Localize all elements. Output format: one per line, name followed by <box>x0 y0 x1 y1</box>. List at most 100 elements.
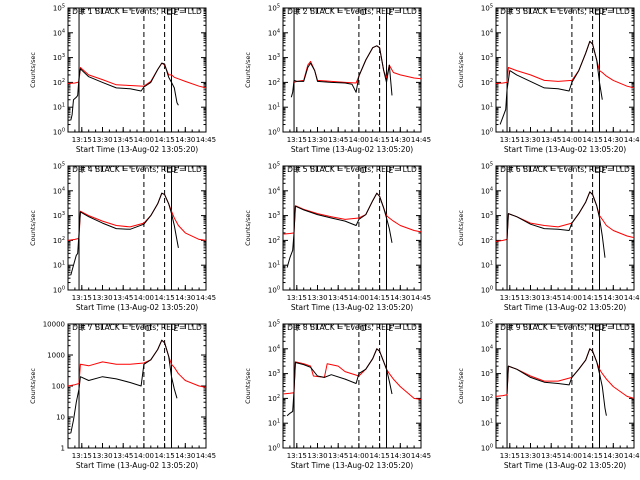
y-tick-label: 102 <box>481 78 493 87</box>
event-marker-label: F <box>81 166 85 175</box>
event-marker-label: F <box>81 324 85 333</box>
x-tick-label: 13:15 <box>72 452 92 460</box>
x-tick-label: 13:45 <box>328 294 348 302</box>
x-tick-label: 14:00 <box>134 452 154 460</box>
plot-frame <box>67 7 207 133</box>
event-marker-label: D <box>595 166 601 175</box>
panel-title: Det 5 BLACK = Events, RED = LLD <box>287 165 417 174</box>
plot-frame <box>282 165 422 291</box>
y-tick-label: 105 <box>53 4 65 13</box>
y-tick-label: 103 <box>268 53 280 62</box>
y-axis-title: Counts/sec <box>29 210 37 246</box>
y-tick-label: 104 <box>53 28 65 37</box>
y-tick-label: 104 <box>268 344 280 353</box>
event-marker-label: D <box>146 324 152 333</box>
x-tick-label: 13:45 <box>541 136 561 144</box>
event-marker-label: D <box>595 8 601 17</box>
x-tick-label: 14:45 <box>411 136 431 144</box>
series-line <box>70 339 178 434</box>
x-tick-label: 13:30 <box>307 136 327 144</box>
x-tick-label: 14:00 <box>134 136 154 144</box>
series-line <box>282 192 422 235</box>
x-tick-label: 14:15 <box>583 294 603 302</box>
y-axis-title: Counts/sec <box>244 210 252 246</box>
x-tick-label: 14:00 <box>349 294 369 302</box>
event-marker-label: E <box>389 166 394 175</box>
y-tick-label: 105 <box>481 320 493 329</box>
x-tick-label: 14:30 <box>603 294 623 302</box>
series-line <box>70 192 179 276</box>
x-tick-label: 14:15 <box>370 294 390 302</box>
series-line <box>293 45 422 84</box>
y-tick-label: 100 <box>53 128 65 137</box>
x-tick-label: 14:45 <box>624 452 640 460</box>
panel-title: Det 1 BLACK = Events, RED = LLD <box>72 7 202 16</box>
y-tick-label: 101 <box>268 419 280 428</box>
x-tick-label: 14:30 <box>175 136 195 144</box>
x-tick-label: 14:15 <box>155 452 175 460</box>
y-tick-label: 105 <box>268 320 280 329</box>
y-tick-label: 102 <box>53 236 65 245</box>
x-tick-label: 14:30 <box>390 136 410 144</box>
event-marker-label: D <box>361 324 367 333</box>
y-tick-label: 101 <box>53 103 65 112</box>
y-tick-label: 102 <box>481 236 493 245</box>
event-marker-label: E <box>389 8 394 17</box>
x-tick-label: 14:00 <box>349 452 369 460</box>
y-tick-label: 1 <box>61 445 65 453</box>
x-tick-label: 13:15 <box>287 294 307 302</box>
x-tick-label: 13:15 <box>500 294 520 302</box>
plot-frame <box>495 165 635 291</box>
x-tick-label: 14:00 <box>134 294 154 302</box>
series-line <box>290 45 393 98</box>
x-tick-label: 13:30 <box>92 136 112 144</box>
y-axis-title: Counts/sec <box>29 52 37 88</box>
series-line <box>506 348 607 416</box>
y-tick-label: 101 <box>53 261 65 270</box>
y-tick-label: 101 <box>481 103 493 112</box>
x-tick-label: 14:30 <box>603 452 623 460</box>
y-tick-label: 100 <box>481 286 493 295</box>
x-tick-label: 13:30 <box>92 294 112 302</box>
series-line <box>286 192 393 268</box>
x-tick-label: 13:45 <box>113 294 133 302</box>
x-tick-label: 14:00 <box>562 294 582 302</box>
y-tick-label: 104 <box>481 28 493 37</box>
x-axis-title: Start Time (13-Aug-02 13:05:20) <box>504 461 626 470</box>
x-axis-title: Start Time (13-Aug-02 13:05:20) <box>291 461 413 470</box>
y-tick-label: 101 <box>268 103 280 112</box>
x-tick-label: 13:30 <box>307 452 327 460</box>
x-axis-title: Start Time (13-Aug-02 13:05:20) <box>504 303 626 312</box>
y-axis-title: Counts/sec <box>457 210 465 246</box>
y-axis-title: Counts/sec <box>457 368 465 404</box>
x-tick-label: 13:45 <box>541 452 561 460</box>
event-marker-label: D <box>361 8 367 17</box>
event-marker-label: E <box>389 324 394 333</box>
event-marker-label: E <box>602 324 607 333</box>
panel-title: Det 4 BLACK = Events, RED = LLD <box>72 165 202 174</box>
x-tick-label: 14:00 <box>349 136 369 144</box>
event-marker-label: E <box>602 8 607 17</box>
y-tick-label: 103 <box>481 369 493 378</box>
panel-title: Det 9 BLACK = Events, RED = LLD <box>500 323 630 332</box>
event-marker-label: F <box>81 8 85 17</box>
y-axis-title: Counts/sec <box>244 368 252 404</box>
x-tick-label: 13:45 <box>113 452 133 460</box>
event-marker-label: D <box>595 324 601 333</box>
y-axis-title: Counts/sec <box>244 52 252 88</box>
y-tick-label: 10 <box>56 414 65 422</box>
x-tick-label: 14:15 <box>155 294 175 302</box>
plot-frame <box>67 165 207 291</box>
x-axis-title: Start Time (13-Aug-02 13:05:20) <box>291 145 413 154</box>
y-tick-label: 10000 <box>43 321 65 329</box>
x-tick-label: 13:45 <box>113 136 133 144</box>
y-tick-label: 103 <box>53 53 65 62</box>
x-tick-label: 14:45 <box>196 452 216 460</box>
y-tick-label: 102 <box>268 394 280 403</box>
x-tick-label: 13:15 <box>500 136 520 144</box>
y-tick-label: 104 <box>268 28 280 37</box>
y-tick-label: 105 <box>481 4 493 13</box>
